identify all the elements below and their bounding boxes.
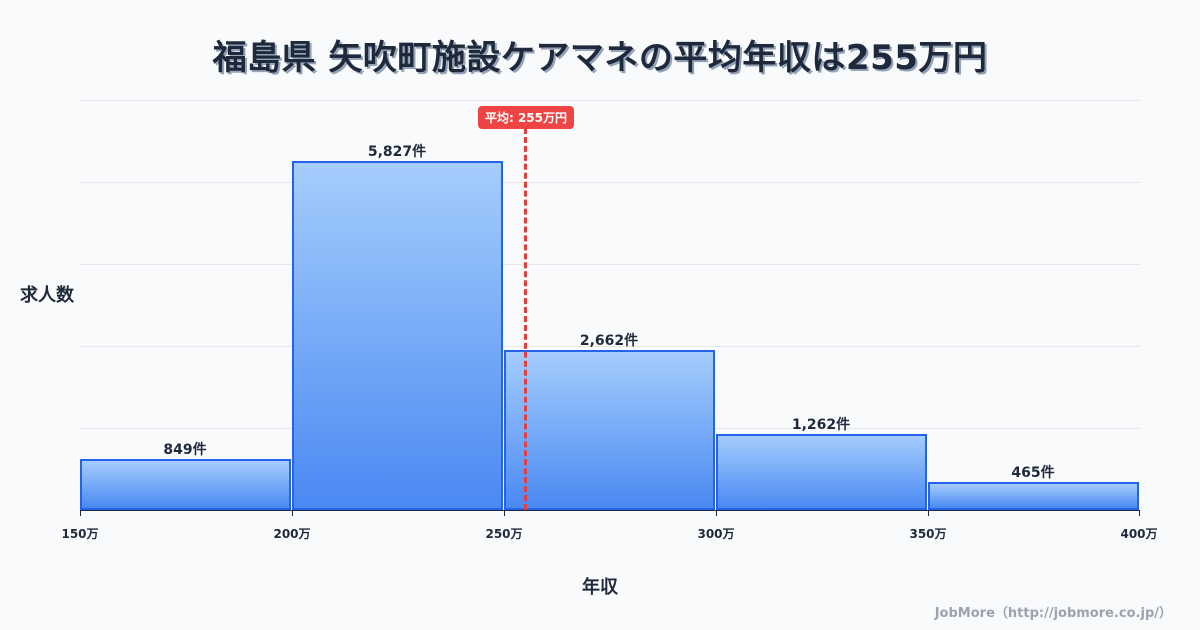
bar-250-300: [504, 350, 715, 510]
bar-350-400: [928, 482, 1139, 510]
bar-value-label: 2,662件: [579, 333, 639, 349]
x-tick-label: 250万: [485, 527, 523, 541]
x-tick: [1139, 510, 1140, 516]
gridline: [80, 264, 1140, 265]
x-tick: [928, 510, 929, 516]
bar-value-label: 5,827件: [367, 144, 427, 160]
bar-value-label: 465件: [1011, 465, 1055, 481]
gridline: [80, 100, 1140, 101]
bar-150-200: [80, 459, 291, 510]
x-tick: [716, 510, 717, 516]
x-tick-label: 350万: [909, 527, 947, 541]
x-tick-label: 200万: [273, 527, 311, 541]
gridline: [80, 346, 1140, 347]
plot-area: 849件 5,827件 2,662件 1,262件 465件 平均: 255万円…: [61, 100, 1158, 541]
x-tick: [80, 510, 81, 516]
bar-value-label: 1,262件: [791, 417, 851, 433]
mean-badge: 平均: 255万円: [477, 106, 575, 129]
x-axis-label: 年収: [582, 577, 618, 598]
mean-line: [524, 128, 527, 510]
x-tick: [504, 510, 505, 516]
x-tick-label: 300万: [697, 527, 735, 541]
x-tick-label: 400万: [1120, 527, 1158, 541]
chart-title: 福島県 矢吹町施設ケアマネの平均年収は255万円: [212, 38, 988, 78]
gridline: [80, 182, 1140, 183]
source-credit: JobMore（http://jobmore.co.jp/）: [934, 606, 1172, 621]
bar-200-250: [292, 161, 503, 510]
x-tick: [292, 510, 293, 516]
y-axis-label: 求人数: [20, 285, 74, 306]
x-tick-label: 150万: [61, 527, 99, 541]
bar-value-label: 849件: [163, 442, 207, 458]
bar-300-350: [716, 434, 927, 510]
x-axis-line: [80, 510, 1140, 511]
